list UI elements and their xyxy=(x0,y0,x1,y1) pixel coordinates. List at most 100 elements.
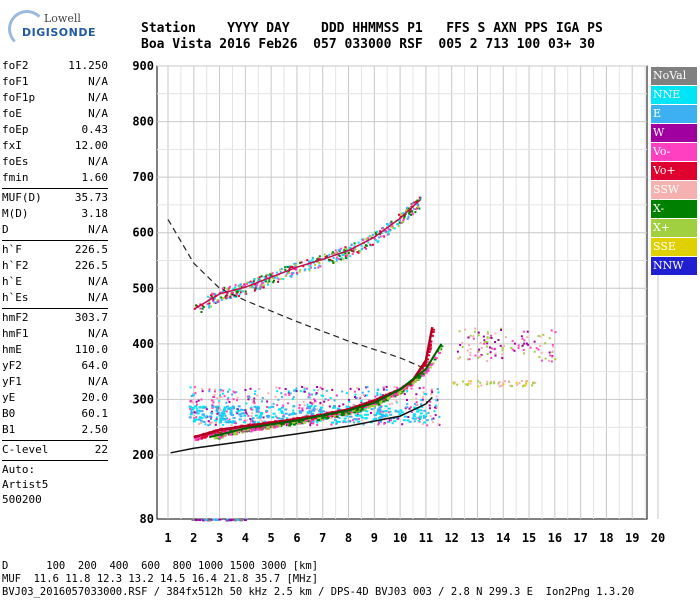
echo-point xyxy=(226,518,230,521)
echo-point xyxy=(379,410,382,413)
echo-point xyxy=(276,277,279,280)
echo-point xyxy=(402,221,405,224)
echo-point xyxy=(359,406,363,409)
echo-point xyxy=(214,423,217,426)
echo-point xyxy=(348,415,352,418)
echo-point xyxy=(377,420,380,423)
echo-point xyxy=(289,275,292,278)
echo-point xyxy=(214,296,217,299)
echo-point xyxy=(385,388,388,391)
echo-point xyxy=(352,250,355,253)
echo-point xyxy=(364,417,368,420)
echo-point xyxy=(342,403,345,406)
param-row: fxI 12.00 xyxy=(2,138,108,154)
echo-point xyxy=(210,295,213,298)
echo-point xyxy=(333,418,336,421)
echo-point xyxy=(318,409,322,412)
echo-point xyxy=(412,413,416,416)
echo-point xyxy=(379,401,383,404)
param-value: 11.250 xyxy=(68,59,108,72)
echo-point xyxy=(222,418,226,421)
echo-point xyxy=(219,436,223,439)
echo-point xyxy=(345,392,348,395)
echo-point xyxy=(214,293,217,296)
echo-point xyxy=(292,409,295,412)
echo-point xyxy=(378,419,382,422)
param-name: foEs xyxy=(2,155,29,168)
echo-point xyxy=(243,414,247,417)
echo-point xyxy=(390,220,393,223)
echo-point xyxy=(282,414,285,417)
echo-point xyxy=(456,383,459,386)
echo-point xyxy=(537,348,540,351)
echo-point xyxy=(267,414,271,417)
echo-point xyxy=(400,212,403,215)
echo-point xyxy=(417,376,421,379)
echo-point xyxy=(215,421,218,424)
param-row: h`F2 226.5 xyxy=(2,258,108,274)
echo-point xyxy=(231,407,235,410)
echo-point xyxy=(548,337,551,340)
echo-point xyxy=(338,405,341,408)
echo-point xyxy=(416,202,419,205)
echo-point xyxy=(413,420,416,423)
echo-point xyxy=(310,266,313,269)
echo-point xyxy=(301,409,304,412)
echo-point xyxy=(318,264,321,267)
echo-point xyxy=(418,415,422,418)
echo-point xyxy=(293,262,296,265)
echo-point xyxy=(217,300,220,303)
echo-point xyxy=(251,401,254,404)
echo-point xyxy=(374,395,377,398)
echo-point xyxy=(417,198,420,201)
echo-point xyxy=(480,346,483,349)
echo-point xyxy=(384,414,388,417)
echo-point xyxy=(301,407,304,410)
echo-point xyxy=(217,405,220,408)
echo-point xyxy=(195,418,199,421)
echo-point xyxy=(382,394,385,397)
echo-point xyxy=(227,407,231,410)
echo-point xyxy=(452,381,455,384)
echo-point xyxy=(238,293,241,296)
echo-point xyxy=(431,391,434,394)
echo-point xyxy=(308,260,311,263)
echo-point xyxy=(312,401,315,404)
echo-point xyxy=(477,385,480,388)
echo-point xyxy=(256,405,260,408)
echo-point xyxy=(483,339,486,342)
echo-point xyxy=(235,411,239,414)
echo-point xyxy=(306,407,309,410)
echo-point xyxy=(382,415,386,418)
echo-point xyxy=(267,406,271,409)
echo-point xyxy=(215,416,218,419)
echo-point xyxy=(430,418,433,421)
echo-point xyxy=(222,297,225,300)
echo-point xyxy=(403,215,406,218)
echo-point xyxy=(391,402,394,405)
echo-point xyxy=(400,392,403,395)
echo-point xyxy=(353,245,356,248)
echo-point xyxy=(340,247,343,250)
echo-point xyxy=(254,428,258,431)
param-row: C-level 22 xyxy=(2,442,108,458)
legend-item: X- xyxy=(651,200,697,218)
echo-point xyxy=(201,413,205,416)
echo-point xyxy=(265,280,268,283)
echo-point xyxy=(244,292,247,295)
echo-point xyxy=(488,336,491,339)
echo-point xyxy=(337,249,340,252)
param-row: yF1 N/A xyxy=(2,374,108,390)
echo-point xyxy=(271,272,274,275)
echo-point xyxy=(332,406,336,409)
echo-point xyxy=(410,387,413,390)
echo-point xyxy=(384,410,388,413)
echo-point xyxy=(370,408,374,411)
echo-point xyxy=(426,370,430,373)
param-name: MUF(D) xyxy=(2,191,42,204)
echo-point xyxy=(354,248,357,251)
param-value: N/A xyxy=(88,291,108,304)
echo-point xyxy=(294,263,297,266)
echo-point xyxy=(332,256,335,259)
